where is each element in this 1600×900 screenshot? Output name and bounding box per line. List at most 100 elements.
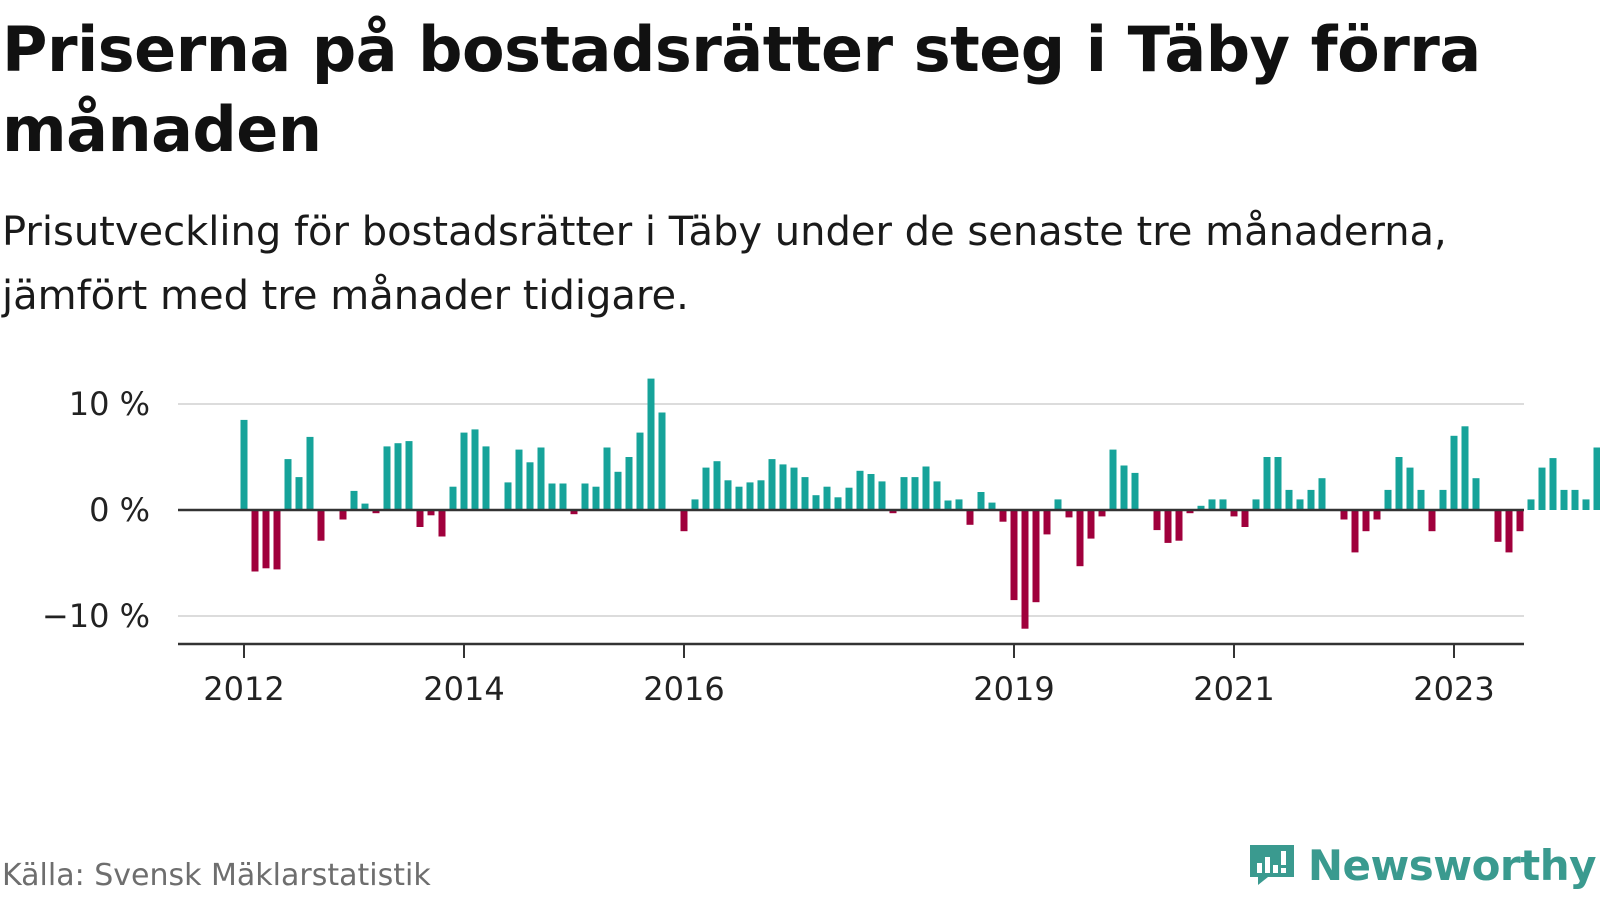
bar [955, 499, 963, 510]
bar [504, 482, 512, 510]
bar [790, 467, 798, 510]
bar [240, 419, 248, 510]
bar [1131, 472, 1139, 510]
bar [1065, 510, 1073, 518]
bar [1494, 510, 1502, 542]
bar [823, 486, 831, 510]
bar [658, 412, 666, 510]
bar [1571, 489, 1579, 510]
chart-subtitle: Prisutveckling för bostadsrätter i Täby … [2, 209, 1447, 319]
x-tick-label: 2014 [423, 670, 504, 708]
x-tick-label: 2021 [1193, 670, 1274, 708]
bar [1208, 499, 1216, 510]
bar [702, 467, 710, 510]
bar [1263, 457, 1271, 510]
bar [1230, 510, 1238, 517]
bar [922, 466, 930, 510]
bar [405, 441, 413, 510]
bar [1362, 510, 1370, 532]
bar [372, 510, 380, 514]
bar [1296, 499, 1304, 510]
newsworthy-logo-icon [1249, 845, 1294, 885]
bar [1076, 510, 1084, 567]
y-tick-label: 0 % [89, 491, 150, 529]
bar [482, 446, 490, 510]
bar [394, 443, 402, 510]
bar [1406, 467, 1414, 510]
bar [1021, 510, 1029, 629]
bar [1043, 510, 1051, 535]
bar [1428, 510, 1436, 532]
bar [1560, 489, 1568, 510]
bar [1197, 505, 1205, 510]
bar [812, 495, 820, 510]
bar [1153, 510, 1161, 531]
bar [350, 490, 358, 510]
bar [1318, 478, 1326, 510]
bar [1241, 510, 1249, 527]
bar-chart: 10 %0 %−10 %2012201420162019202120232 % [42, 378, 1600, 708]
bar [713, 461, 721, 510]
bar [977, 492, 985, 510]
bar [911, 477, 919, 510]
bar [1538, 467, 1546, 510]
bar [537, 447, 545, 510]
bar [691, 499, 699, 510]
bar [1417, 489, 1425, 510]
bar [1472, 478, 1480, 510]
bar [559, 483, 567, 510]
bar [889, 510, 897, 514]
bar [1054, 499, 1062, 510]
bar [1109, 449, 1117, 510]
bar [251, 510, 259, 572]
bar [284, 459, 292, 510]
source-note: Källa: Svensk Mäklarstatistik [2, 858, 431, 893]
bar [460, 432, 468, 510]
bar [1120, 465, 1128, 510]
brand-logo: Newsworthy [1248, 840, 1597, 890]
y-tick-label: −10 % [42, 597, 150, 635]
bar [1340, 510, 1348, 520]
chart-title: Priserna på bostadsrätter steg i Täby fö… [2, 13, 1481, 166]
bar [1087, 510, 1095, 539]
bar [1285, 489, 1293, 510]
bar [383, 446, 391, 510]
bar [966, 510, 974, 525]
bar [1582, 499, 1590, 510]
bar [515, 449, 523, 510]
bar [1439, 489, 1447, 510]
bar [856, 470, 864, 510]
bar [614, 471, 622, 510]
bar [592, 486, 600, 510]
bar [1098, 510, 1106, 517]
bar [603, 447, 611, 510]
y-tick-label: 10 % [69, 385, 150, 423]
bar [900, 477, 908, 510]
bar [1175, 510, 1183, 541]
bar [438, 510, 446, 537]
bar [625, 457, 633, 510]
bar [779, 464, 787, 510]
bar [317, 510, 325, 541]
bar [1307, 489, 1315, 510]
bar [944, 500, 952, 510]
bar [735, 486, 743, 510]
bar [746, 482, 754, 510]
bar [1252, 499, 1260, 510]
bar [768, 459, 776, 510]
bar [1274, 457, 1282, 510]
x-tick-label: 2016 [643, 670, 724, 708]
bar [834, 497, 842, 510]
bar [262, 510, 270, 569]
bar [757, 480, 765, 510]
brand-name: Newsworthy [1307, 840, 1597, 890]
bar [845, 487, 853, 510]
bar [1505, 510, 1513, 553]
bar [680, 510, 688, 532]
bar [570, 510, 578, 515]
bar [1461, 426, 1469, 510]
bar [1351, 510, 1359, 553]
bar [1450, 435, 1458, 510]
bar [416, 510, 424, 527]
bar [1516, 510, 1524, 532]
